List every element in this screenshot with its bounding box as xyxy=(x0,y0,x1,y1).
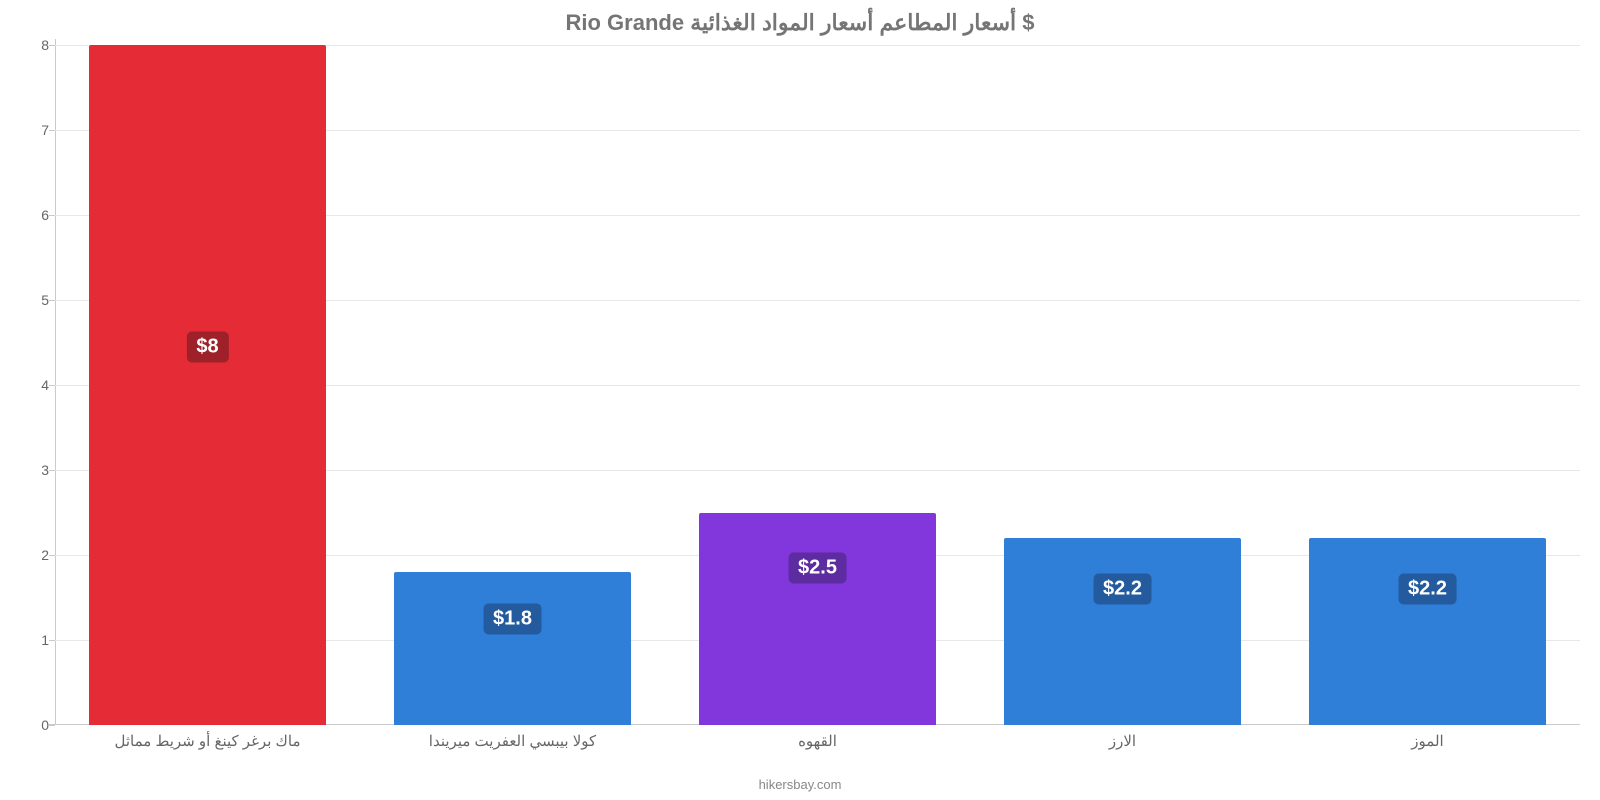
y-axis-tick-label: 2 xyxy=(25,547,49,563)
y-axis-tick-label: 7 xyxy=(25,122,49,138)
y-axis-tick-label: 6 xyxy=(25,207,49,223)
y-axis-tick-label: 5 xyxy=(25,292,49,308)
x-axis-category-label: الموز xyxy=(1411,732,1443,750)
y-axis-tick-label: 8 xyxy=(25,37,49,53)
x-axis-category-label: ماك برغر كينغ أو شريط مماثل xyxy=(114,732,300,750)
value-label: $2.5 xyxy=(788,552,847,583)
y-axis-tick-label: 0 xyxy=(25,717,49,733)
bar xyxy=(699,513,937,726)
chart-footer: hikersbay.com xyxy=(0,777,1600,792)
x-axis-labels: ماك برغر كينغ أو شريط مماثل كولا بيبسي ال… xyxy=(55,732,1580,762)
y-tick xyxy=(49,725,55,726)
x-axis-category-label: كولا بيبسي العفريت ميريندا xyxy=(429,732,596,750)
value-label: $2.2 xyxy=(1398,574,1457,605)
x-axis-category-label: القهوه xyxy=(798,732,837,750)
plot-area: 012345678 $8$1.8$2.5$2.2$2.2 xyxy=(55,45,1580,725)
bar xyxy=(394,572,632,725)
y-axis-tick-label: 3 xyxy=(25,462,49,478)
bar xyxy=(1004,538,1242,725)
y-axis-tick-label: 1 xyxy=(25,632,49,648)
x-axis-category-label: الارز xyxy=(1109,732,1136,750)
bars-container: $8 $1.8 $2.5 $2.2 $2.2 xyxy=(55,45,1580,725)
value-label: $2.2 xyxy=(1093,574,1152,605)
chart-title: Rio Grande أسعار المطاعم أسعار المواد ال… xyxy=(0,0,1600,42)
bar xyxy=(89,45,327,725)
value-label: $1.8 xyxy=(483,603,542,634)
value-label: $8 xyxy=(186,331,228,362)
bar xyxy=(1309,538,1547,725)
y-axis-tick-label: 4 xyxy=(25,377,49,393)
